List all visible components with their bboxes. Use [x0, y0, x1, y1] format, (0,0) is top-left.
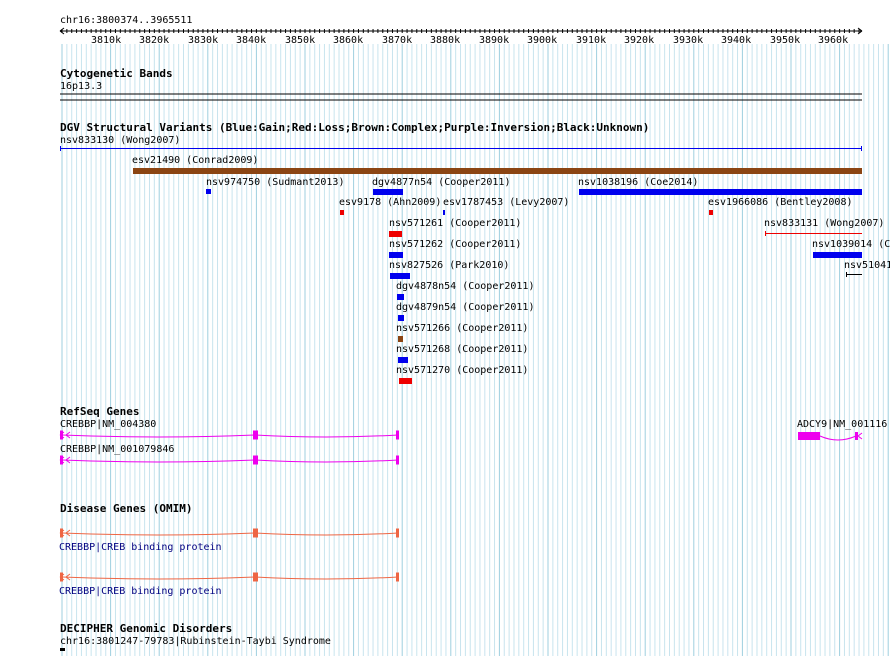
variant-label[interactable]: nsv571270 (Cooper2011) — [396, 365, 529, 376]
variant-label[interactable]: esv21490 (Conrad2009) — [132, 155, 259, 166]
omim-gene-intron — [61, 532, 399, 536]
refseq-gene-intron — [61, 459, 399, 463]
refseq-gene-exon — [798, 432, 820, 440]
cytoband-track-title: Cytogenetic Bands — [60, 67, 173, 80]
omim-gene-exon — [396, 528, 399, 538]
variant-bar[interactable] — [765, 233, 862, 234]
omim-track-title: Disease Genes (OMIM) — [60, 502, 193, 515]
ruler-arrow — [59, 27, 863, 35]
variant-label[interactable]: nsv571268 (Cooper2011) — [396, 344, 529, 355]
ruler-tick-label: 3830k — [188, 35, 219, 46]
variant-label[interactable]: nsv571266 (Cooper2011) — [396, 323, 529, 334]
decipher-track-title: DECIPHER Genomic Disorders — [60, 622, 233, 635]
variant-label[interactable]: nsv1039014 (C — [812, 239, 890, 250]
disorder-bar[interactable] — [60, 648, 65, 651]
ruler-tick-label: 3870k — [382, 35, 413, 46]
gene-label[interactable]: ADCY9|NM_001116 — [797, 419, 888, 430]
variant-label[interactable]: dgv4877n54 (Cooper2011) — [372, 177, 511, 188]
variant-bar[interactable] — [133, 168, 862, 174]
variant-label[interactable]: esv1787453 (Levy2007) — [443, 197, 570, 208]
ruler-tick-label: 3880k — [430, 35, 461, 46]
variant-bar[interactable] — [709, 210, 713, 215]
omim-gene-exon — [253, 572, 258, 582]
variant-label[interactable]: nsv571261 (Cooper2011) — [389, 218, 522, 229]
ruler-tick-label: 3920k — [624, 35, 655, 46]
variant-label[interactable]: nsv51041 — [844, 260, 890, 271]
disorder-label[interactable]: chr16:3801247-79783|Rubinstein-Taybi Syn… — [60, 636, 331, 647]
cytoband-label[interactable]: 16p13.3 — [60, 81, 103, 92]
variant-bar[interactable] — [443, 210, 445, 215]
refseq-track-title: RefSeq Genes — [60, 405, 140, 418]
refseq-gene-intron — [819, 435, 857, 441]
variant-label[interactable]: nsv833131 (Wong2007) — [764, 218, 885, 229]
dgv-track-title: DGV Structural Variants (Blue:Gain;Red:L… — [60, 121, 650, 134]
refseq-gene-exon — [855, 432, 858, 440]
ruler-tick-label: 3850k — [285, 35, 316, 46]
variant-bar[interactable] — [399, 378, 412, 384]
variant-bar[interactable] — [398, 357, 408, 363]
refseq-gene-exon — [253, 455, 258, 465]
disease-gene-label[interactable]: CREBBP|CREB binding protein — [59, 542, 222, 553]
variant-bar[interactable] — [390, 273, 410, 279]
omim-gene-exon — [396, 572, 399, 582]
ruler-tick-label: 3860k — [333, 35, 364, 46]
ruler-tick-label: 3930k — [673, 35, 704, 46]
omim-gene-exon — [253, 528, 258, 538]
variant-bar[interactable] — [813, 252, 862, 258]
variant-end-tick — [846, 272, 847, 277]
variant-label[interactable]: esv1966086 (Bentley2008) — [708, 197, 853, 208]
ruler-tick-label: 3910k — [576, 35, 607, 46]
variant-bar[interactable] — [340, 210, 344, 215]
omim-gene-intron — [61, 576, 399, 580]
variant-label[interactable]: dgv4879n54 (Cooper2011) — [396, 302, 535, 313]
refseq-gene-strand-arrow — [857, 432, 863, 440]
ruler-tick-label: 3840k — [236, 35, 267, 46]
refseq-gene-intron — [61, 434, 399, 438]
refseq-gene-exon — [396, 455, 399, 465]
variant-bar[interactable] — [579, 189, 862, 195]
variant-bar[interactable] — [397, 294, 404, 300]
disease-gene-label[interactable]: CREBBP|CREB binding protein — [59, 586, 222, 597]
refseq-gene-exon — [60, 430, 63, 440]
refseq-gene-exon — [60, 455, 63, 465]
variant-end-tick — [765, 231, 766, 236]
refseq-gene-exon — [396, 430, 399, 440]
ruler-tick-label: 3900k — [527, 35, 558, 46]
ruler-tick-label: 3940k — [721, 35, 752, 46]
variant-bar[interactable] — [389, 252, 403, 258]
variant-bar[interactable] — [846, 274, 862, 275]
variant-bar[interactable] — [389, 231, 402, 237]
gene-label[interactable]: CREBBP|NM_004380 — [60, 419, 157, 430]
variant-bar[interactable] — [60, 148, 862, 149]
variant-label[interactable]: nsv827526 (Park2010) — [389, 260, 510, 271]
variant-end-tick — [861, 146, 862, 151]
gene-label[interactable]: CREBBP|NM_001079846 — [60, 444, 175, 455]
variant-label[interactable]: nsv571262 (Cooper2011) — [389, 239, 522, 250]
ruler-tick-label: 3890k — [479, 35, 510, 46]
variant-label[interactable]: nsv974750 (Sudmant2013) — [206, 177, 345, 188]
variant-label[interactable]: nsv1038196 (Coe2014) — [578, 177, 699, 188]
refseq-gene-exon — [253, 430, 258, 440]
ruler-tick-label: 3820k — [139, 35, 170, 46]
ruler-tick-label: 3960k — [818, 35, 849, 46]
variant-label[interactable]: esv9178 (Ahn2009) — [339, 197, 442, 208]
variant-bar[interactable] — [398, 315, 404, 321]
variant-bar[interactable] — [206, 189, 211, 194]
variant-label[interactable]: dgv4878n54 (Cooper2011) — [396, 281, 535, 292]
variant-end-tick — [60, 146, 61, 151]
omim-gene-exon — [60, 528, 63, 538]
region-label: chr16:3800374..3965511 — [60, 15, 193, 26]
variant-bar[interactable] — [398, 336, 403, 342]
variant-bar[interactable] — [373, 189, 403, 195]
variant-label[interactable]: nsv833130 (Wong2007) — [60, 135, 181, 146]
ruler-tick-label: 3810k — [91, 35, 122, 46]
omim-gene-exon — [60, 572, 63, 582]
ruler-tick-label: 3950k — [770, 35, 801, 46]
